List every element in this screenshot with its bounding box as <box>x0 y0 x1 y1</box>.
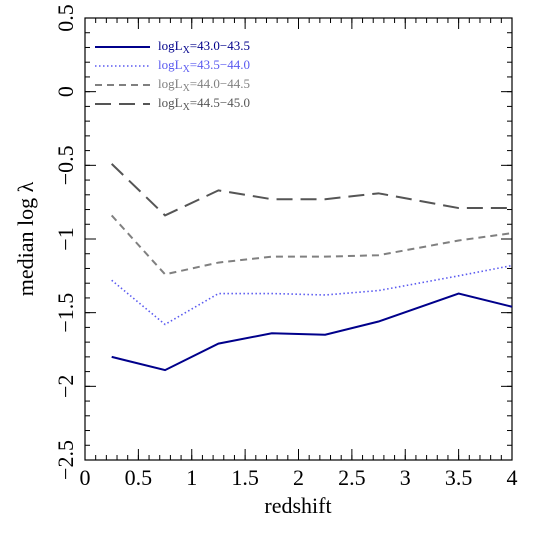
y-tick-label: 0.5 <box>53 4 78 32</box>
series-line <box>110 163 512 217</box>
x-axis-label: redshift <box>264 493 331 518</box>
series-line <box>111 292 513 372</box>
x-tick-label: 4 <box>507 465 518 490</box>
legend-label: logLX=43.0−43.5 <box>158 38 250 56</box>
y-tick-label: −1.5 <box>53 293 78 333</box>
x-tick-label: 0 <box>80 465 91 490</box>
x-tick-label: 3 <box>400 465 411 490</box>
x-tick-label: 0.5 <box>125 465 153 490</box>
y-tick-label: −0.5 <box>53 145 78 185</box>
y-tick-label: 0 <box>53 86 78 97</box>
x-tick-label: 1 <box>186 465 197 490</box>
legend-label: logLX=43.5−44.0 <box>158 57 250 75</box>
x-tick-label: 2 <box>293 465 304 490</box>
series-line <box>110 214 513 276</box>
x-tick-label: 1.5 <box>231 465 259 490</box>
x-tick-label: 2.5 <box>338 465 366 490</box>
legend-label: logLX=44.5−45.0 <box>158 95 250 113</box>
x-tick-label: 3.5 <box>445 465 473 490</box>
legend-label: logLX=44.0−44.5 <box>158 76 250 94</box>
y-tick-label: −1 <box>53 227 78 250</box>
y-tick-label: −2 <box>53 375 78 398</box>
y-tick-label: −2.5 <box>53 440 78 480</box>
y-axis-label: median log λ <box>13 181 38 296</box>
